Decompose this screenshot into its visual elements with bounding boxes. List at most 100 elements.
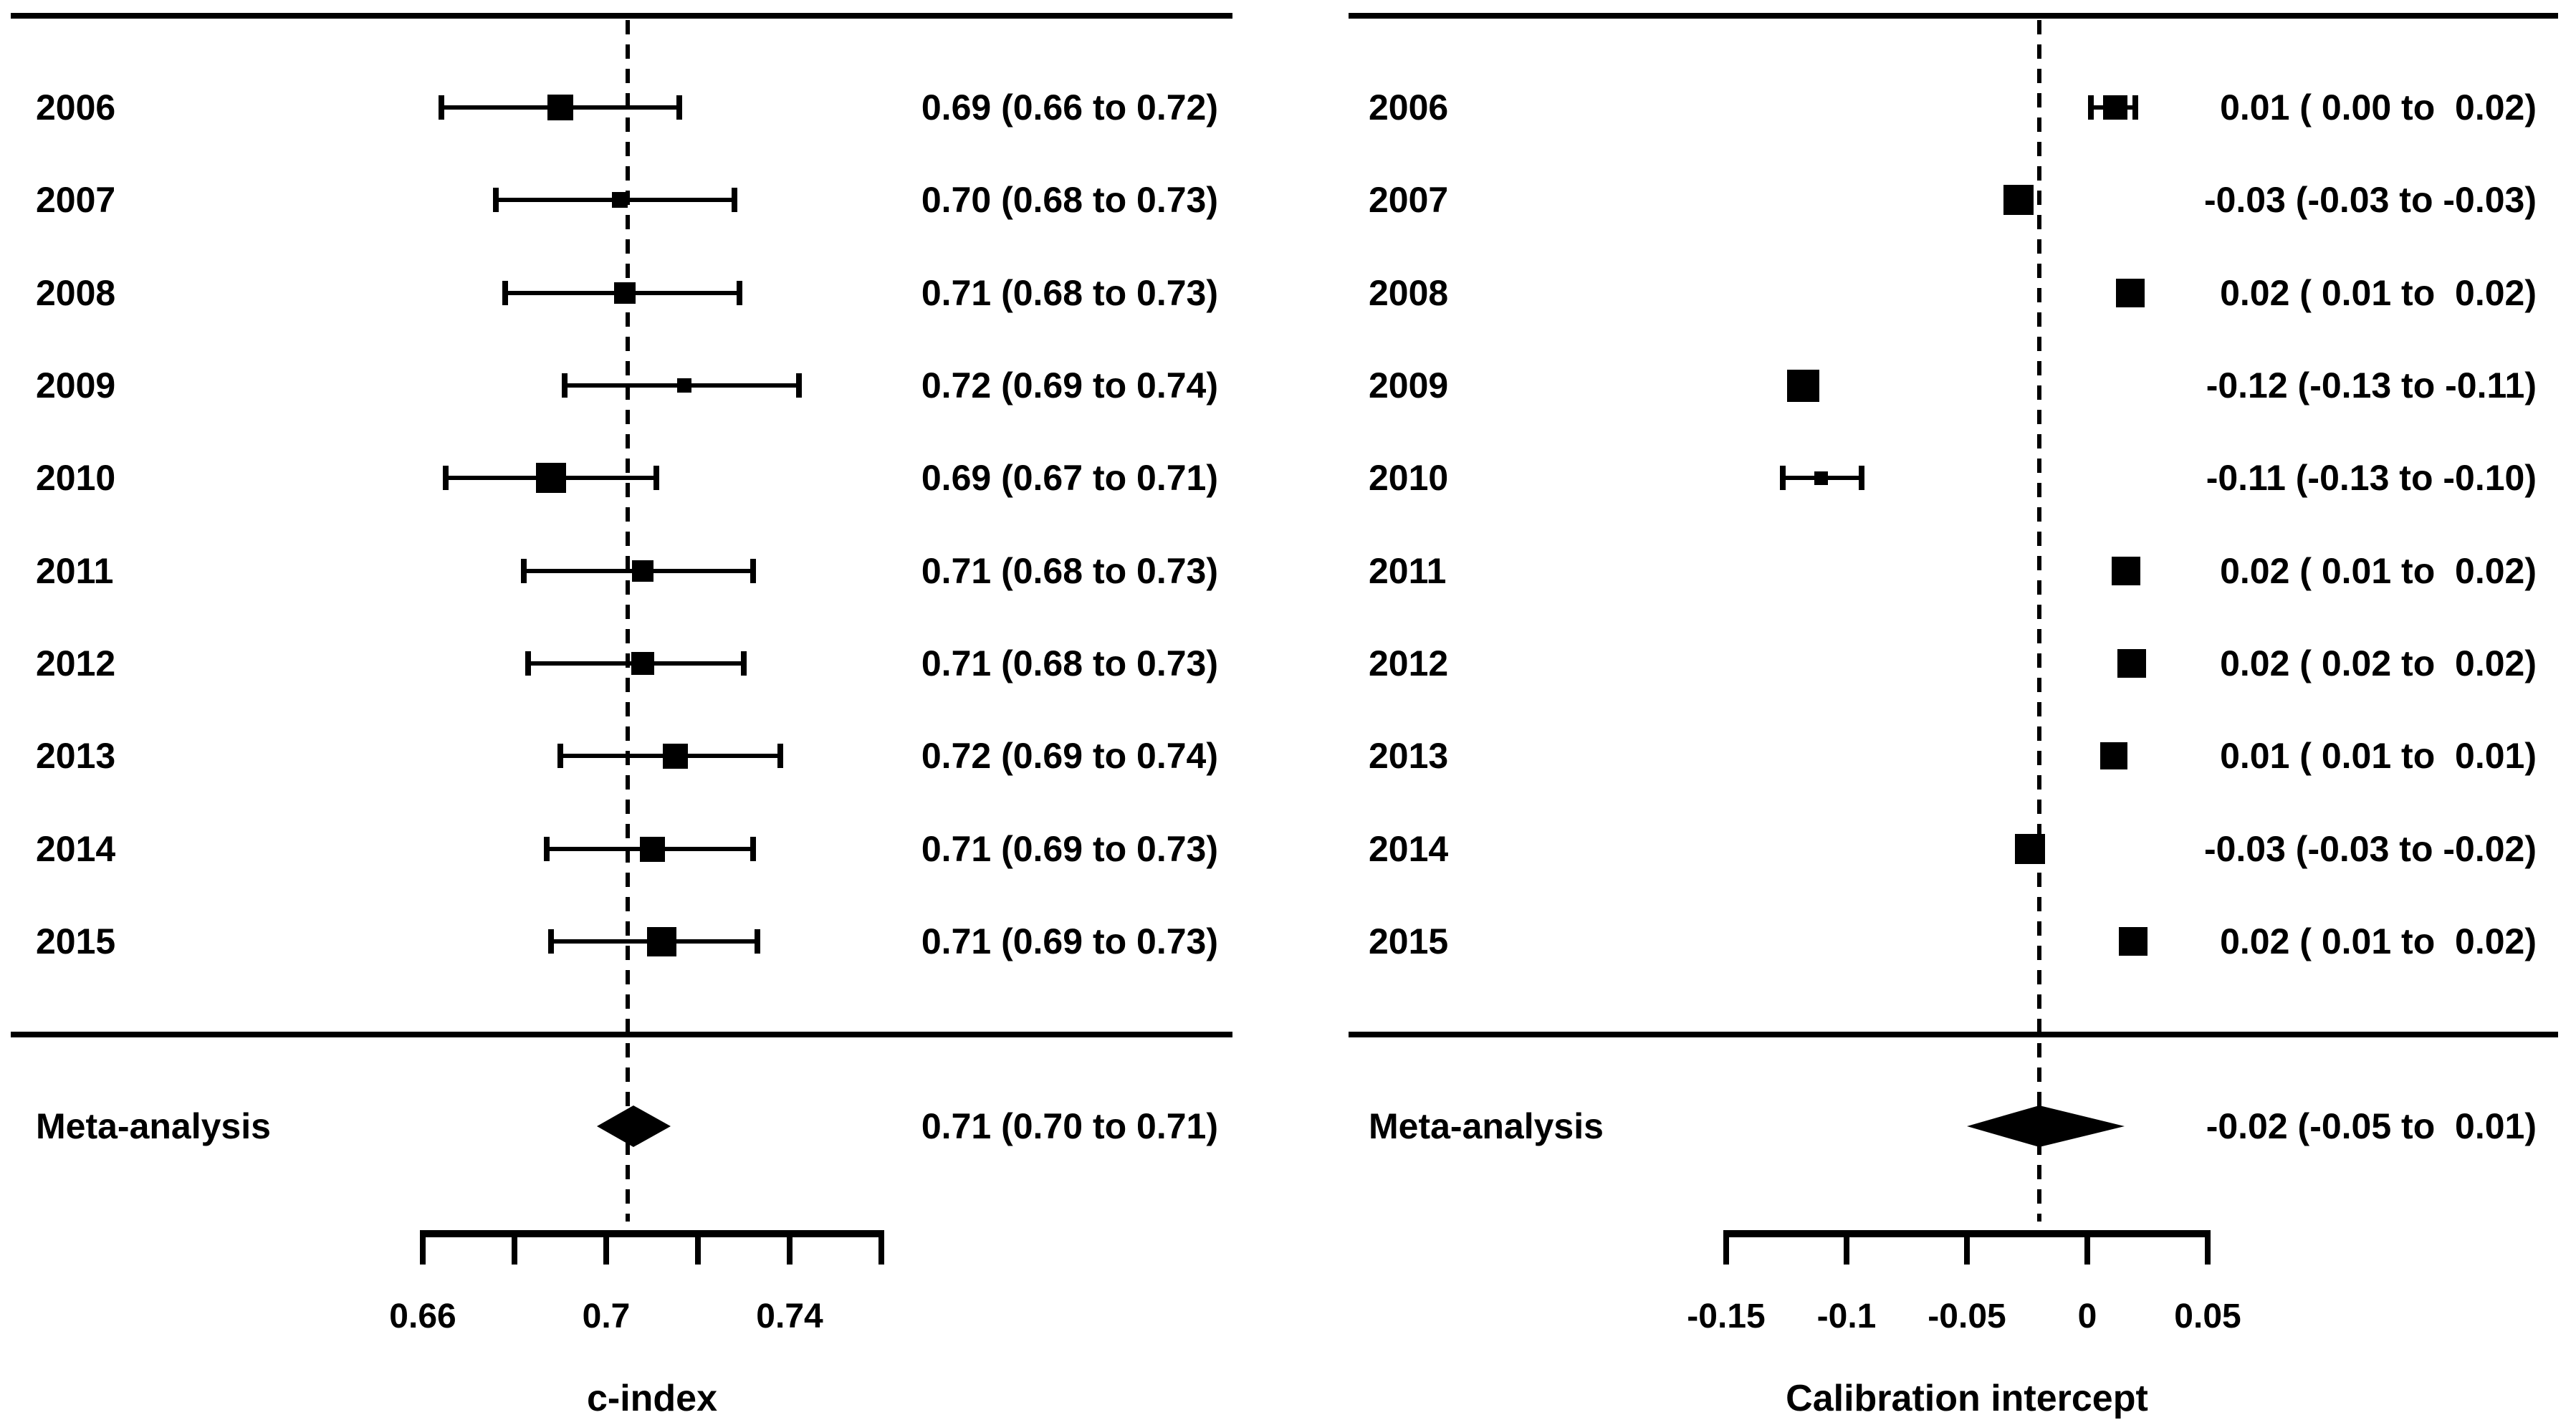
c-index-row-2008-estimate-label: 0.71 (0.68 to 0.73): [921, 273, 1218, 313]
calibration-intercept-meta-estimate-label: -0.02 (-0.05 to 0.01): [2206, 1106, 2537, 1146]
c-index-axis-tick-0.66: [420, 1230, 426, 1265]
c-index-axis-tick-0.68: [512, 1230, 517, 1265]
c-index-row-2015-point-estimate-marker: [646, 926, 676, 956]
c-index-row-2006-point-estimate-marker: [547, 95, 573, 120]
c-index-row-2012-point-estimate-marker: [631, 652, 654, 675]
calibration-intercept-row-2006-point-estimate-marker: [2103, 95, 2127, 120]
c-index-row-2011-ci-cap-left: [521, 559, 527, 583]
calibration-intercept-row-2013-point-estimate-marker: [2100, 742, 2127, 769]
c-index-reference-dashed-line: [626, 20, 630, 1222]
c-index-row-2012-year-label: 2012: [36, 643, 116, 683]
c-index-axis-line: [423, 1230, 881, 1237]
calibration-intercept-axis-tick--0.15: [1723, 1230, 1729, 1265]
c-index-row-2007-point-estimate-marker: [612, 192, 628, 208]
c-index-row-2012-estimate-label: 0.71 (0.68 to 0.73): [921, 643, 1218, 683]
c-index-row-2014-year-label: 2014: [36, 829, 116, 869]
c-index-row-2015-ci-cap-right: [755, 929, 760, 954]
c-index-row-2007-ci-cap-left: [493, 188, 499, 212]
calibration-intercept-row-2011-point-estimate-marker: [2112, 557, 2140, 585]
calibration-intercept-axis-tick-label-0.05: 0.05: [2174, 1297, 2241, 1335]
left-axis-title: c-index: [586, 1378, 718, 1419]
calibration-intercept-axis-tick--0.05: [1964, 1230, 1970, 1265]
calibration-intercept-row-2010-ci-cap-right: [1859, 466, 1864, 490]
c-index-row-2011-year-label: 2011: [36, 551, 114, 591]
c-index-row-2011-ci-cap-right: [750, 559, 756, 583]
calibration-intercept-row-2015-point-estimate-marker: [2119, 927, 2148, 956]
calibration-intercept-row-2009-point-estimate-marker: [1786, 369, 1819, 402]
calibration-intercept-row-2011-estimate-label: 0.02 ( 0.01 to 0.02): [2220, 551, 2537, 591]
right-axis-title: Calibration intercept: [1786, 1378, 2148, 1419]
c-index-axis-tick-label-0.66: 0.66: [389, 1297, 456, 1335]
c-index-row-2006-ci-cap-right: [676, 95, 682, 120]
calibration-intercept-top-rule: [1349, 13, 2558, 19]
c-index-row-2009-ci-cap-left: [562, 373, 568, 398]
c-index-row-2010-ci-cap-left: [443, 466, 449, 490]
calibration-intercept-row-2013-year-label: 2013: [1369, 736, 1449, 776]
calibration-intercept-row-2010-estimate-label: -0.11 (-0.13 to -0.10): [2206, 458, 2537, 498]
c-index-row-2006-estimate-label: 0.69 (0.66 to 0.72): [921, 87, 1218, 128]
calibration-intercept-axis-tick-label-0: 0: [2077, 1297, 2097, 1335]
c-index-axis-tick-0.7: [603, 1230, 609, 1265]
calibration-intercept-axis-tick-0: [2084, 1230, 2090, 1265]
calibration-intercept-row-2008-point-estimate-marker: [2116, 279, 2145, 307]
calibration-intercept-row-2013-estimate-label: 0.01 ( 0.01 to 0.01): [2220, 736, 2537, 776]
calibration-intercept-row-2010-point-estimate-marker: [1814, 471, 1828, 485]
calibration-intercept-row-2010-year-label: 2010: [1369, 458, 1449, 498]
calibration-intercept-row-2007-estimate-label: -0.03 (-0.03 to -0.03): [2203, 180, 2537, 220]
c-index-row-2009-year-label: 2009: [36, 365, 116, 406]
calibration-intercept-row-2009-estimate-label: -0.12 (-0.13 to -0.11): [2206, 365, 2537, 406]
calibration-intercept-row-2014-estimate-label: -0.03 (-0.03 to -0.02): [2203, 829, 2537, 869]
c-index-row-2008-ci-cap-right: [737, 281, 742, 305]
calibration-intercept-row-2015-estimate-label: 0.02 ( 0.01 to 0.02): [2220, 921, 2537, 961]
c-index-row-2015-year-label: 2015: [36, 921, 116, 961]
c-index-axis-tick-label-0.74: 0.74: [756, 1297, 823, 1335]
c-index-row-2014-ci-cap-left: [544, 837, 550, 861]
calibration-intercept-row-2008-estimate-label: 0.02 ( 0.01 to 0.02): [2220, 273, 2537, 313]
c-index-row-2006-year-label: 2006: [36, 87, 116, 128]
c-index-row-2008-ci-cap-left: [502, 281, 508, 305]
c-index-row-2007-estimate-label: 0.70 (0.68 to 0.73): [921, 180, 1218, 220]
c-index-row-2009-ci-cap-right: [796, 373, 802, 398]
c-index-row-2014-estimate-label: 0.71 (0.69 to 0.73): [921, 829, 1218, 869]
c-index-meta-estimate-label: 0.71 (0.70 to 0.71): [921, 1106, 1218, 1146]
c-index-meta-row-label: Meta-analysis: [36, 1106, 271, 1146]
calibration-intercept-row-2006-estimate-label: 0.01 ( 0.00 to 0.02): [2220, 87, 2537, 128]
c-index-row-2011-estimate-label: 0.71 (0.68 to 0.73): [921, 551, 1218, 591]
calibration-intercept-reference-dashed-line: [2037, 20, 2041, 1222]
calibration-intercept-row-2011-year-label: 2011: [1369, 551, 1447, 591]
calibration-intercept-row-2006-ci-cap-right: [2132, 95, 2138, 120]
c-index-row-2008-year-label: 2008: [36, 273, 116, 313]
c-index-row-2011-point-estimate-marker: [632, 560, 653, 582]
c-index-axis-tick-0.72: [695, 1230, 701, 1265]
calibration-intercept-row-2014-point-estimate-marker: [2015, 834, 2045, 864]
c-index-axis-tick-0.74: [787, 1230, 793, 1265]
c-index-row-2007-ci-cap-right: [732, 188, 737, 212]
c-index-row-2009-estimate-label: 0.72 (0.69 to 0.74): [921, 365, 1218, 406]
c-index-row-2010-estimate-label: 0.69 (0.67 to 0.71): [921, 458, 1218, 498]
calibration-intercept-axis-tick-label--0.1: -0.1: [1816, 1297, 1877, 1335]
c-index-axis-tick-0.76: [878, 1230, 884, 1265]
c-index-row-2010-ci-cap-right: [653, 466, 659, 490]
calibration-intercept-axis-tick--0.1: [1844, 1230, 1849, 1265]
c-index-row-2006-ci-cap-left: [439, 95, 444, 120]
calibration-intercept-meta-row-label: Meta-analysis: [1369, 1106, 1604, 1146]
c-index-row-2012-ci-cap-right: [741, 651, 747, 676]
calibration-intercept-row-2010-ci-cap-left: [1780, 466, 1786, 490]
calibration-intercept-row-2012-point-estimate-marker: [2117, 649, 2146, 678]
calibration-intercept-row-2006-ci-cap-left: [2088, 95, 2094, 120]
calibration-intercept-row-2015-year-label: 2015: [1369, 921, 1449, 961]
calibration-intercept-row-2007-point-estimate-marker: [2003, 185, 2034, 215]
c-index-row-2014-point-estimate-marker: [639, 836, 665, 862]
c-index-axis-tick-label-0.7: 0.7: [582, 1297, 631, 1335]
c-index-separator-rule: [11, 1032, 1232, 1037]
c-index-row-2014-ci-cap-right: [750, 837, 756, 861]
calibration-intercept-row-2012-estimate-label: 0.02 ( 0.02 to 0.02): [2220, 643, 2537, 683]
c-index-row-2013-ci-cap-right: [777, 744, 783, 768]
c-index-row-2010-year-label: 2010: [36, 458, 116, 498]
calibration-intercept-axis-tick-label--0.05: -0.05: [1928, 1297, 2006, 1335]
calibration-intercept-row-2012-year-label: 2012: [1369, 643, 1449, 683]
calibration-intercept-row-2007-year-label: 2007: [1369, 180, 1449, 220]
calibration-intercept-row-2009-year-label: 2009: [1369, 365, 1449, 406]
c-index-row-2007-year-label: 2007: [36, 180, 116, 220]
